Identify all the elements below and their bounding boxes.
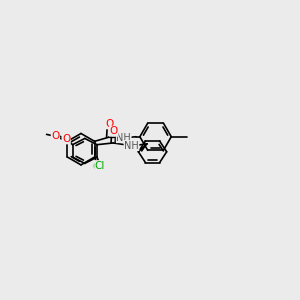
Text: Cl: Cl xyxy=(95,160,105,171)
Text: NH: NH xyxy=(124,141,139,151)
Text: O: O xyxy=(51,131,59,141)
Text: O: O xyxy=(110,126,118,136)
Text: NH: NH xyxy=(116,133,131,142)
Text: O: O xyxy=(106,119,114,129)
Text: O: O xyxy=(62,134,70,144)
Text: Cl: Cl xyxy=(93,161,103,172)
